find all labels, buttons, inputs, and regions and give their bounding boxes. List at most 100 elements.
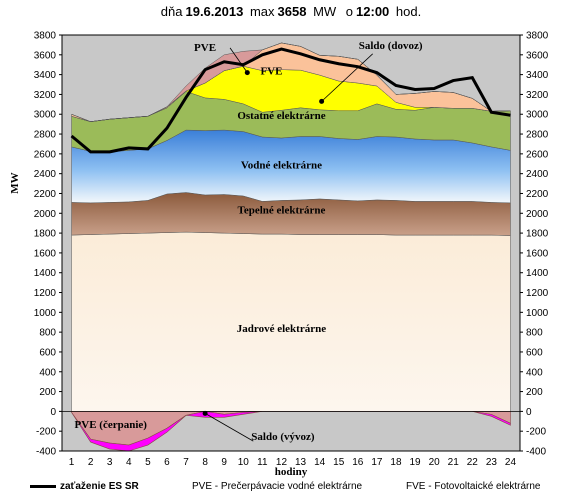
area-label-6: Saldo (dovoz): [359, 40, 423, 52]
x-tick-label: 11: [257, 457, 268, 468]
chart-title: dňa 19.6.2013 max 3658 MW o 12:00 hod.: [0, 4, 582, 19]
x-tick-label: 4: [126, 457, 132, 468]
x-tick-label: 21: [448, 457, 460, 468]
area-label-3: Ostatné elektrárne: [237, 110, 325, 122]
y-tick-label-left: 0: [50, 407, 56, 418]
y-tick-label-right: 1800: [526, 229, 549, 240]
x-tick-label: 18: [390, 457, 402, 468]
x-axis-title: hodiny: [275, 466, 308, 478]
max-value: 3658: [277, 4, 307, 19]
saldo-export-leader-line: [204, 413, 254, 442]
stacked-area-chart: -400 -400 -200 -200 0 0 200 200 400 400 600 600 800 8…: [9, 31, 549, 479]
legend-item-fve: FVE - Fotovoltaické elektrárne: [406, 481, 541, 492]
y-tick-label-right: 3000: [526, 110, 549, 121]
y-axis-title: MW: [9, 172, 21, 193]
x-tick-label: 23: [486, 457, 498, 468]
y-tick-label-left: 3600: [34, 50, 57, 61]
y-tick-label-right: 1400: [526, 268, 549, 279]
x-tick-label: 24: [505, 457, 517, 468]
x-tick-label: 17: [371, 457, 383, 468]
y-tick-label-right: 3200: [526, 90, 549, 101]
x-tick-label: 12: [276, 457, 288, 468]
y-tick-label-left: 1400: [34, 268, 57, 279]
max-unit: MW: [313, 4, 337, 19]
x-tick-label: 2: [88, 457, 94, 468]
y-tick-label-right: -400: [526, 447, 546, 458]
y-tick-label-right: 3400: [526, 70, 549, 81]
saldo-import-leader-dot: [319, 98, 325, 104]
y-tick-label-left: 2800: [34, 130, 57, 141]
x-tick-label: 7: [183, 457, 189, 468]
area-label-7: PVE (čerpanie): [75, 419, 148, 431]
x-tick-label: 9: [221, 457, 227, 468]
area-6: [71, 42, 511, 122]
y-tick-label-left: 2600: [34, 149, 57, 160]
y-tick-label-left: 3000: [34, 110, 57, 121]
y-tick-label-left: 1600: [34, 248, 57, 259]
x-tick-label: 1: [69, 457, 75, 468]
y-tick-label-right: 3800: [526, 31, 549, 42]
y-tick-label-left: 2000: [34, 209, 57, 220]
area-label-5: PVE: [194, 42, 216, 54]
time-suffix: hod.: [395, 4, 422, 19]
y-tick-label-left: 1200: [34, 288, 57, 299]
legend-load-label: zaťaženie ES SR: [60, 481, 139, 492]
date-prefix: dňa: [160, 4, 183, 19]
x-tick-label: 20: [429, 457, 441, 468]
y-tick-label-right: 1000: [526, 308, 549, 319]
y-tick-label-left: -400: [36, 447, 56, 458]
area-label-0: Jadrové elektrárne: [237, 323, 326, 335]
x-tick-label: 15: [333, 457, 345, 468]
y-tick-label-left: 200: [39, 387, 56, 398]
y-tick-label-right: 0: [526, 407, 532, 418]
y-tick-label-left: 1800: [34, 229, 57, 240]
pve-leader-dot: [244, 70, 250, 76]
y-tick-label-left: 400: [39, 367, 56, 378]
y-tick-label-left: 600: [39, 347, 56, 358]
saldo-import-leader-line: [321, 53, 373, 102]
area-label-2: Vodné elektrárne: [241, 160, 322, 172]
y-tick-label-left: 800: [39, 328, 56, 339]
area-label-4: FVE: [260, 66, 282, 78]
y-tick-label-left: -200: [36, 427, 56, 438]
x-tick-label: 22: [467, 457, 479, 468]
area-0: [71, 231, 511, 412]
legend-item-load: zaťaženie ES SR: [30, 481, 139, 492]
x-tick-label: 3: [107, 457, 113, 468]
y-tick-label-right: 200: [526, 387, 543, 398]
y-tick-label-right: 2600: [526, 149, 549, 160]
y-tick-label-left: 2400: [34, 169, 57, 180]
area-label-1: Tepelné elektrárne: [238, 204, 326, 216]
time-prefix: o: [345, 4, 354, 19]
x-tick-label: 8: [202, 457, 208, 468]
y-tick-label-right: 400: [526, 367, 543, 378]
x-tick-label: 6: [164, 457, 170, 468]
x-tick-label: 16: [352, 457, 364, 468]
plot-frame: [61, 34, 521, 452]
y-tick-label-right: 2800: [526, 130, 549, 141]
max-prefix: max: [249, 4, 275, 19]
y-tick-label-right: 2200: [526, 189, 549, 200]
y-tick-label-left: 2200: [34, 189, 57, 200]
y-tick-label-left: 3800: [34, 31, 57, 42]
saldo-export-leader-dot: [202, 410, 208, 416]
x-tick-label: 5: [145, 457, 151, 468]
neg-area-1: [71, 411, 511, 452]
y-tick-label-right: 1600: [526, 248, 549, 259]
load-line: [70, 47, 511, 154]
legend-pve-label: PVE - Prečerpávacie vodné elektrárne: [192, 481, 363, 492]
x-tick-label: 14: [314, 457, 326, 468]
y-tick-label-right: 600: [526, 347, 543, 358]
y-tick-label-left: 3200: [34, 90, 57, 101]
time-value: 12:00: [356, 4, 390, 19]
y-tick-label-left: 3400: [34, 70, 57, 81]
x-tick-label: 13: [295, 457, 307, 468]
load-line-swatch: [30, 484, 56, 488]
legend-item-pve: PVE - Prečerpávacie vodné elektrárne: [192, 481, 362, 492]
y-tick-label-right: 1200: [526, 288, 549, 299]
y-tick-label-right: 3600: [526, 50, 549, 61]
legend: zaťaženie ES SR PVE - Prečerpávacie vodn…: [22, 481, 578, 495]
y-tick-label-right: 800: [526, 328, 543, 339]
pve-leader-line: [229, 47, 248, 73]
x-tick-label: 10: [238, 457, 250, 468]
